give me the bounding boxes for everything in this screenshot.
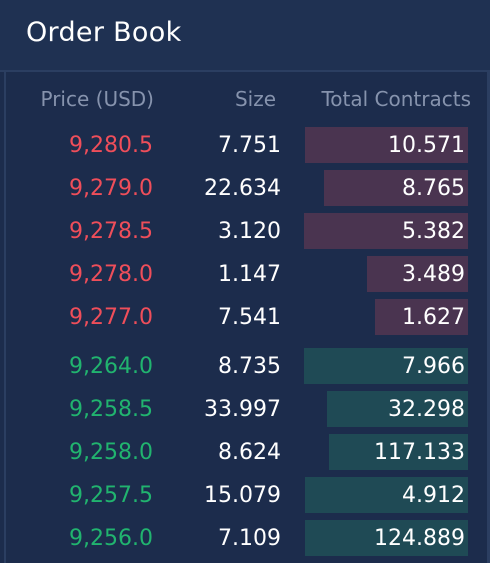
ask-size: 7.541 (218, 305, 281, 330)
column-header-size: Size (234, 87, 276, 111)
depth-bar (305, 127, 468, 163)
panel-left-border (4, 70, 6, 563)
bid-price: 9,258.0 (69, 440, 153, 465)
bid-row[interactable]: 9,258.5 33.997 32.298 (0, 388, 490, 428)
order-book-header: Order Book (0, 0, 490, 72)
ask-size: 3.120 (218, 219, 281, 244)
bid-price: 9,256.0 (69, 526, 153, 551)
bid-size: 8.624 (218, 440, 281, 465)
ask-row[interactable]: 9,278.0 1.147 3.489 (0, 253, 490, 293)
depth-bar (375, 299, 468, 335)
ask-total: 8.765 (402, 176, 465, 201)
bid-size: 33.997 (204, 397, 281, 422)
ask-price: 9,279.0 (69, 176, 153, 201)
ask-size: 22.634 (204, 176, 281, 201)
ask-row[interactable]: 9,278.5 3.120 5.382 (0, 210, 490, 250)
bid-price: 9,258.5 (69, 397, 153, 422)
ask-size: 1.147 (218, 262, 281, 287)
ask-price: 9,277.0 (69, 305, 153, 330)
bid-row[interactable]: 9,258.0 8.624 117.133 (0, 431, 490, 471)
order-book-title: Order Book (26, 17, 182, 48)
ask-row[interactable]: 9,280.5 7.751 10.571 (0, 124, 490, 164)
depth-bar (329, 434, 468, 470)
depth-bar (327, 391, 468, 427)
ask-total: 1.627 (402, 305, 465, 330)
depth-bar (304, 348, 468, 384)
bid-size: 7.109 (218, 526, 281, 551)
bid-total: 117.133 (374, 440, 465, 465)
depth-bar (305, 520, 468, 556)
depth-bar (305, 477, 468, 513)
depth-bar (304, 213, 468, 249)
ask-price: 9,280.5 (69, 133, 153, 158)
bid-total: 32.298 (388, 397, 465, 422)
ask-row[interactable]: 9,279.0 22.634 8.765 (0, 167, 490, 207)
ask-price: 9,278.0 (69, 262, 153, 287)
ask-total: 3.489 (402, 262, 465, 287)
bid-total: 4.912 (402, 483, 465, 508)
column-header-price: Price (USD) (40, 87, 155, 111)
depth-bar (367, 256, 468, 292)
bid-row[interactable]: 9,257.5 15.079 4.912 (0, 474, 490, 514)
bid-price: 9,264.0 (69, 354, 153, 379)
bid-size: 15.079 (204, 483, 281, 508)
ask-size: 7.751 (218, 133, 281, 158)
bid-size: 8.735 (218, 354, 281, 379)
ask-row[interactable]: 9,277.0 7.541 1.627 (0, 296, 490, 336)
column-header-total: Total Contracts (321, 87, 471, 111)
ask-price: 9,278.5 (69, 219, 153, 244)
bid-price: 9,257.5 (69, 483, 153, 508)
panel-right-border (487, 70, 490, 563)
bid-total: 7.966 (402, 354, 465, 379)
ask-total: 10.571 (388, 133, 465, 158)
bid-total: 124.889 (374, 526, 465, 551)
bid-row[interactable]: 9,264.0 8.735 7.966 (0, 345, 490, 385)
ask-total: 5.382 (402, 219, 465, 244)
bid-row[interactable]: 9,256.0 7.109 124.889 (0, 517, 490, 557)
depth-bar (324, 170, 468, 206)
